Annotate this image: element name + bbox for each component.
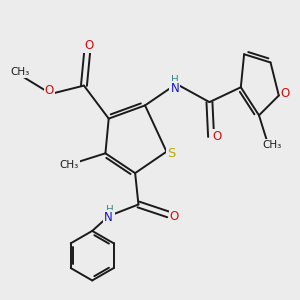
Text: O: O — [281, 87, 290, 101]
Text: O: O — [84, 40, 94, 52]
Text: S: S — [167, 147, 176, 160]
Text: H: H — [171, 75, 178, 85]
Text: N: N — [170, 82, 179, 95]
Text: O: O — [169, 209, 179, 223]
Text: H: H — [106, 205, 114, 215]
Text: CH₃: CH₃ — [262, 140, 282, 150]
Text: N: N — [104, 211, 113, 224]
Text: O: O — [45, 84, 54, 97]
Text: CH₃: CH₃ — [10, 67, 29, 77]
Text: O: O — [212, 130, 222, 143]
Text: CH₃: CH₃ — [59, 160, 79, 170]
